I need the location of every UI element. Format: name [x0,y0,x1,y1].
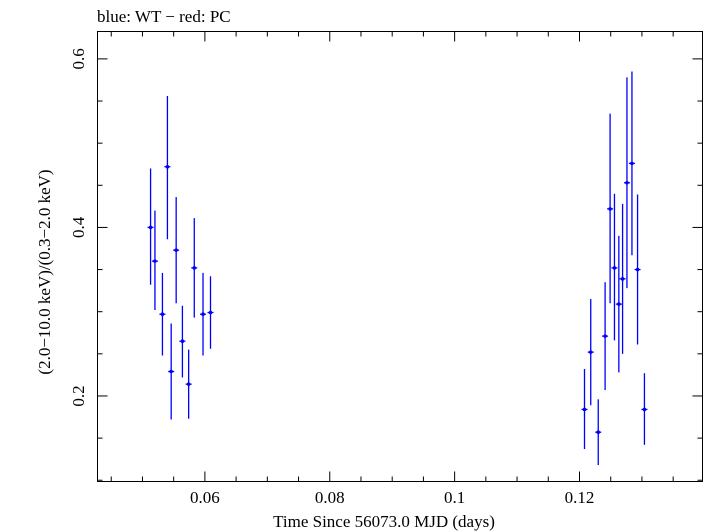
data-points [147,71,648,466]
point-marker [582,407,587,412]
point-marker [620,277,625,281]
plot-frame [97,31,703,482]
point-marker [186,382,191,386]
y-tick-label: 0.6 [69,48,88,69]
data-point [581,369,588,450]
data-point [615,235,622,373]
data-point [641,373,648,445]
data-point [179,305,186,378]
data-point [602,282,609,391]
point-marker [174,248,178,252]
point-marker [625,180,629,185]
point-marker [169,369,173,374]
data-point [191,218,198,318]
data-point [207,276,214,349]
point-marker [588,350,593,354]
data-point [200,272,207,356]
data-point [168,323,175,420]
data-point [595,399,602,466]
chart-title: blue: WT − red: PC [97,7,231,26]
data-point [147,168,154,285]
point-marker [596,430,601,435]
data-point [607,113,614,304]
data-point [619,203,626,354]
x-axis-label: Time Since 56073.0 MJD (days) [273,512,495,531]
y-tick-label: 0.4 [69,216,88,238]
x-tick-label: 0.12 [565,488,595,507]
point-marker [630,161,634,166]
data-point [587,299,594,406]
data-point [159,272,166,356]
point-marker [642,407,647,412]
y-axis-ticks: 0.2 0.4 0.6 [69,48,703,481]
data-point [628,71,635,256]
data-point [634,194,641,345]
data-point [151,210,158,311]
point-marker [201,312,205,317]
point-marker [608,207,612,211]
point-marker [617,302,621,306]
data-point [185,349,192,419]
x-tick-label: 0.1 [444,488,465,507]
y-tick-label: 0.2 [69,385,88,406]
point-marker [603,334,607,338]
data-point [611,193,618,341]
point-marker [160,312,165,317]
point-marker [635,267,640,272]
data-point [164,95,171,240]
point-marker [208,310,213,315]
y-axis-label: (2.0−10.0 keV)/(0.3−2.0 keV) [35,169,54,374]
x-tick-label: 0.08 [315,488,345,507]
point-marker [612,266,617,270]
x-tick-label: 0.06 [190,488,220,507]
point-marker [153,259,157,263]
point-marker [192,266,197,270]
data-point [623,77,630,289]
point-marker [148,225,153,230]
data-point [173,197,180,304]
point-marker [165,164,170,169]
x-axis-ticks: 0.06 0.08 0.1 0.12 [110,31,674,507]
point-marker [180,339,185,343]
